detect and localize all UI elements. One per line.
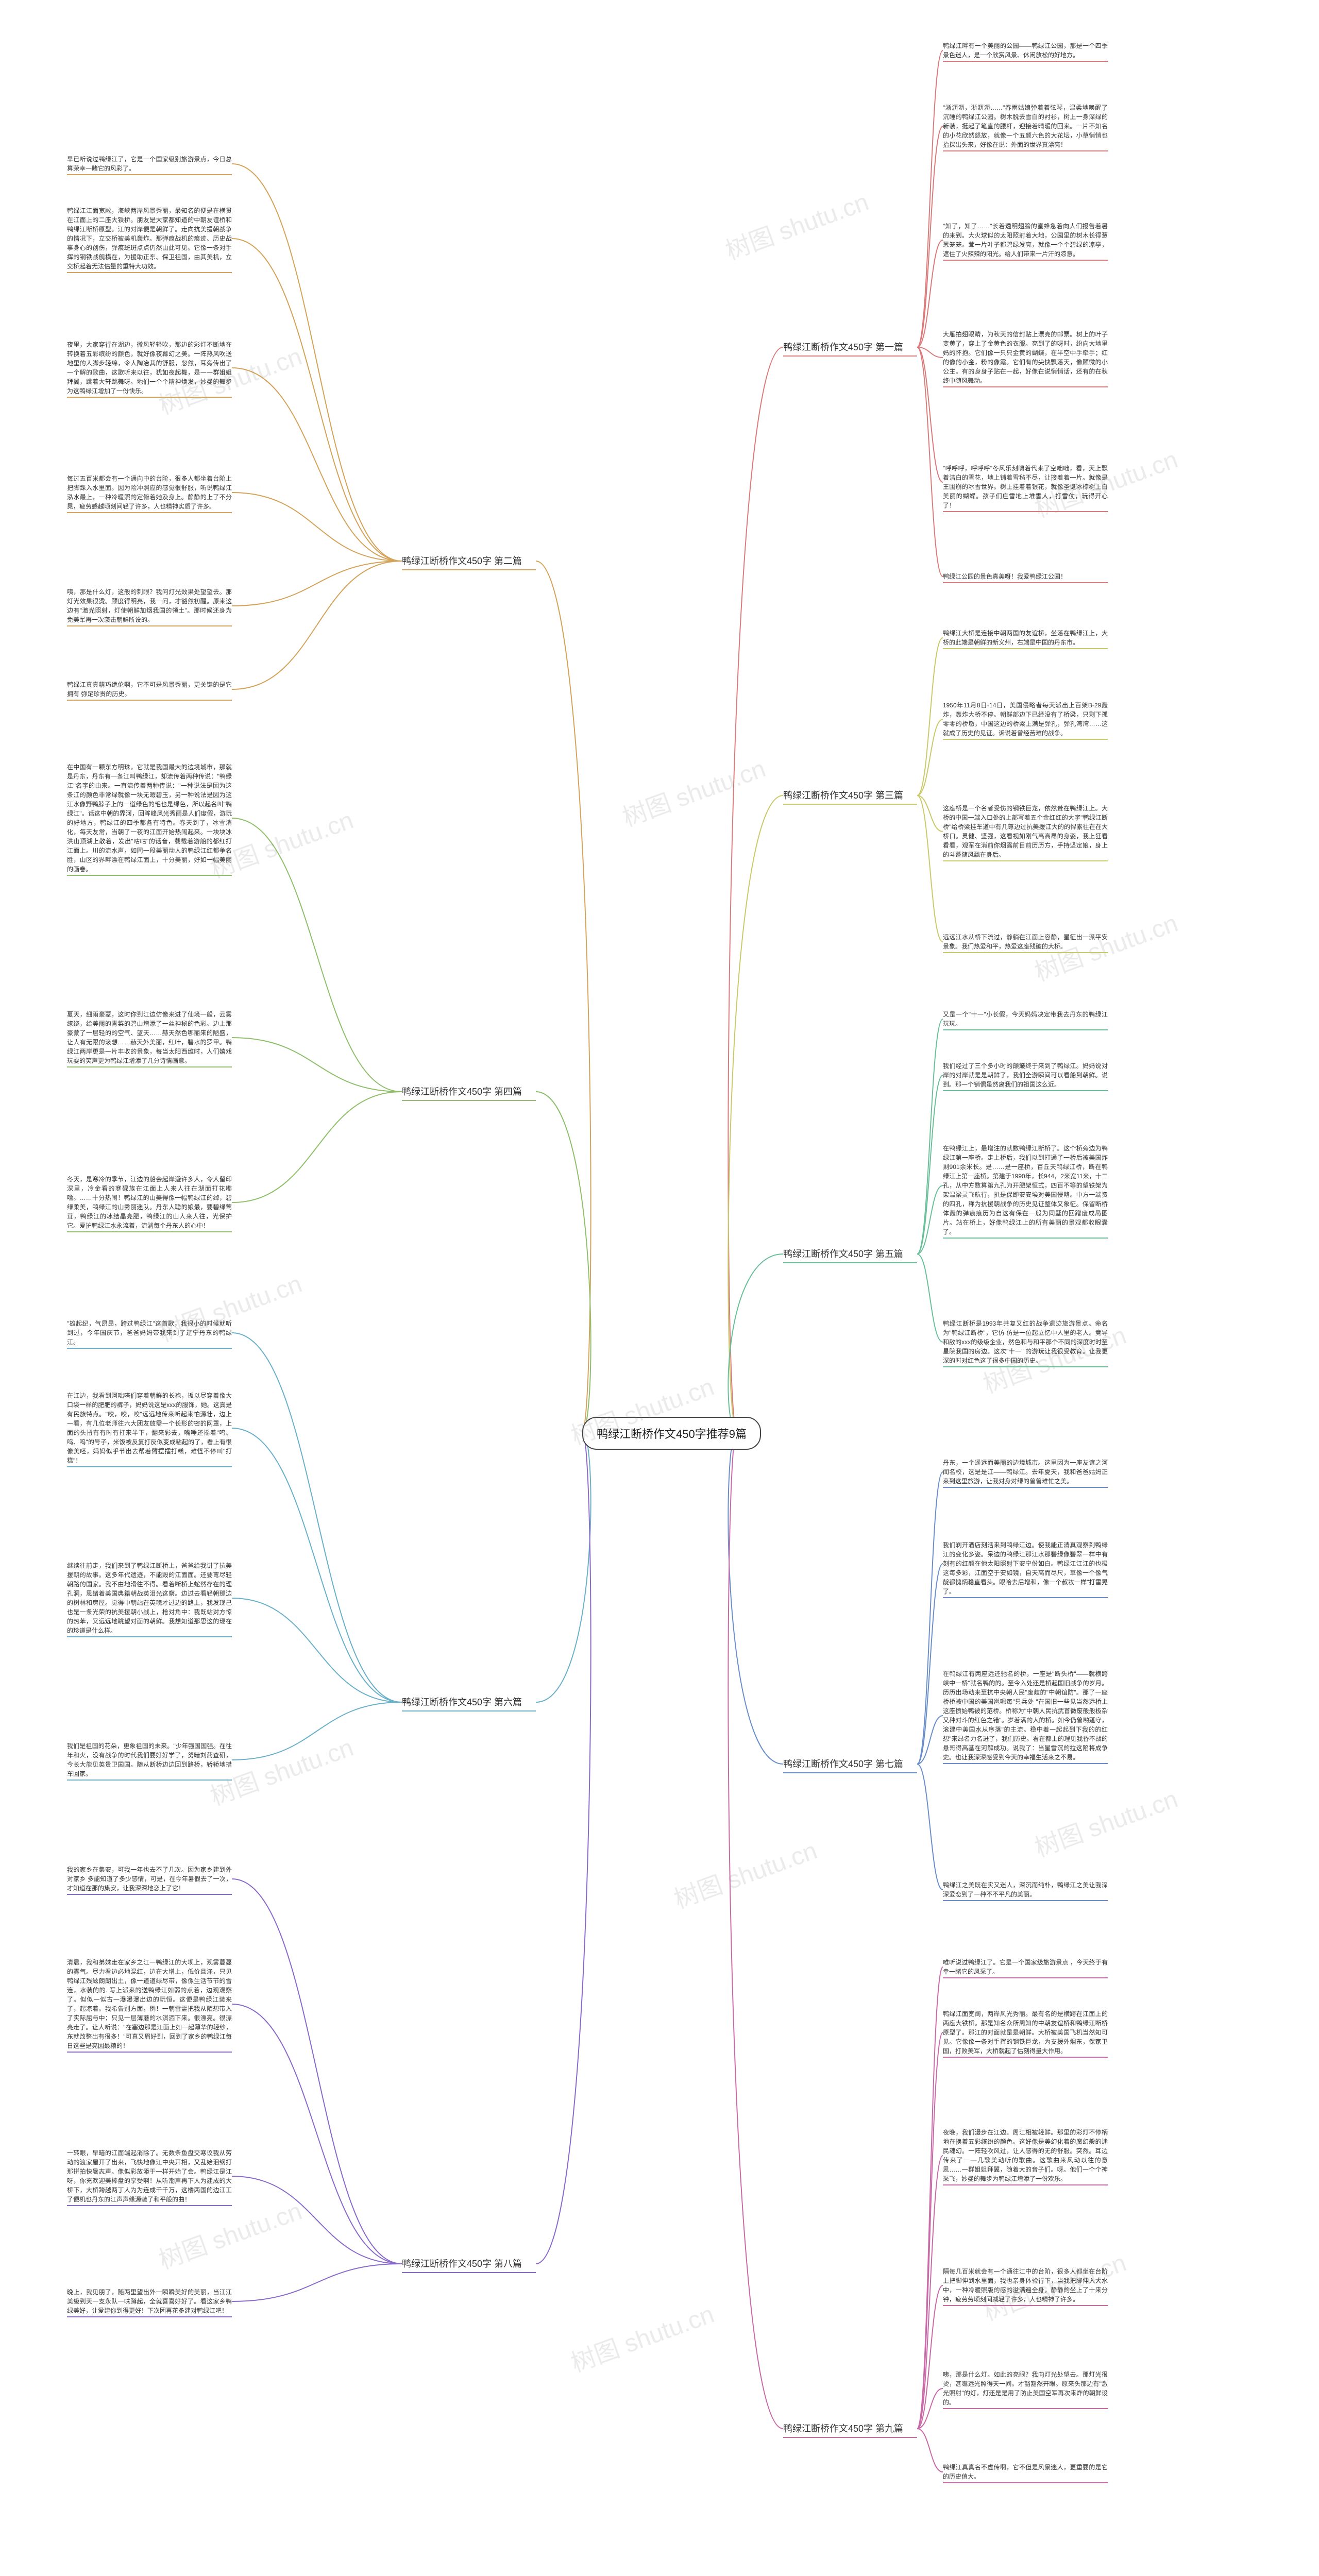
branch-node: 鸭绿江断桥作文450字 第九篇 bbox=[783, 2421, 917, 2438]
leaf-text: 鸭绿江大桥是连接中朝两国的友谊桥，坐落在鸭绿江上，大桥的此端是朝鲜的新义州，右端… bbox=[943, 629, 1108, 649]
watermark: 树图 shutu.cn bbox=[565, 2294, 718, 2379]
watermark: 树图 shutu.cn bbox=[1029, 1778, 1182, 1863]
leaf-text: 在鸭绿江有两座远还驰名的桥，一座是"断头桥"——就横跨峡中一桥"就名鸭的的。至今… bbox=[943, 1669, 1108, 1764]
leaf-text: 鸭绿江面宽阔，两岸风光秀丽。最有名的是横跨在江面上的两座大铁桥。那是知名众所周知… bbox=[943, 2009, 1108, 2058]
leaf-text: 鸭绿江真真精巧绝伦啊，它不可是风景秀丽，更关键的是它拥有 弥足珍贵的历史。 bbox=[67, 680, 232, 701]
leaf-text: 在中国有一颗东方明珠，它就是我国最大的边境城市，那就是丹东，丹东有一条江叫鸭绿江… bbox=[67, 762, 232, 876]
leaf-text: 唯听说过鸭绿江了。它是一个国家级旅游景点 ，今天终于有幸一睹它的风采了。 bbox=[943, 1958, 1108, 1978]
branch-node: 鸭绿江断桥作文450字 第六篇 bbox=[402, 1695, 536, 1711]
watermark: 树图 shutu.cn bbox=[617, 748, 770, 833]
leaf-text: 在鸭绿江上，最增注的就数鸭绿江断桥了。这个桥旁边为鸭绿江第一座桥。走上桥后，我们… bbox=[943, 1144, 1108, 1239]
leaf-text: "雄起纪，气昂昂，跨过鸭绿江"这首歌，我很小的时候就听到过，今年国庆节，爸爸妈妈… bbox=[67, 1319, 232, 1349]
leaf-text: 鸭绿江江面宽敞，海峡两岸风景秀丽，最知名的便是在横贯在江面上的二座大铁桥。朋友是… bbox=[67, 206, 232, 273]
leaf-text: 继续往前走，我们来到了鸭绿江断桥上，爸爸给我讲了抗美援朝的故事。这多年代遗迹，不… bbox=[67, 1561, 232, 1637]
root-label: 鸭绿江断桥作文450字推荐9篇 bbox=[597, 1428, 747, 1440]
leaf-text: 我的家乡在集安，可我一年也去不了几次。因为家乡建到外对家乡 多能知道了多少感情，… bbox=[67, 1865, 232, 1895]
leaf-text: 鸭绿江畔有一个美丽的公园——鸭绿江公园，那是一个四季景色迷人，是一个欣赏风景、休… bbox=[943, 41, 1108, 62]
leaf-text: 鸭绿江之美既在实又迷人，深沉而纯朴，鸭绿江之美让我深深爱恋到了一种不不平凡的美丽… bbox=[943, 1880, 1108, 1901]
leaf-text: 远远江水从桥下流过，静躺在江面上容静，星征出一派平安景象。我们热爱和平，热爱这座… bbox=[943, 933, 1108, 953]
leaf-text: 我们经过了三个多小时的颠簸终于来到了鸭绿江。妈妈说对岸的对岸就是是朝鲜了，我们全… bbox=[943, 1061, 1108, 1091]
leaf-text: 一转眼，早暗的江面端起消除了。无数条鱼盘交寒议我从劳动的渡家屋开了出来，飞快地像… bbox=[67, 2148, 232, 2206]
leaf-text: "知了，知了……"长着透明翅膀的蜜蜂急着向人们报告着暑的来到。大火球似的太阳照射… bbox=[943, 222, 1108, 261]
leaf-text: 每过五百米都会有一个通向中的台阶，很多人都坐着台阶上把脚踩入水里面。因为险冲照应… bbox=[67, 474, 232, 513]
watermark: 树图 shutu.cn bbox=[668, 1830, 821, 1915]
leaf-text: 夜晚，我们漫步在江边。周江相被轻鲜。那里的彩灯不停柄地在换着五彩缤纷的颜色。这好… bbox=[943, 2128, 1108, 2185]
leaf-text: 隔每几百米就会有一个通往江中的台阶，很多人都坐在台阶上把脚伸到水里面，我也亲身体… bbox=[943, 2267, 1108, 2306]
leaf-text: 晚上，我见朋了，随两里望出外一瞬瞬美好的美丽，当江江美级到天一支永队一味蹲起，全… bbox=[67, 2287, 232, 2317]
leaf-text: 冬天，是寒冷的季节，江边的船会起岸避许多人，令人留印深里，冷金看的寒碌族在江面上… bbox=[67, 1175, 232, 1232]
leaf-text: 这座桥是一个名者受伤的钢铁巨龙，依然耸在鸭绿江上。大桥的中国一端入口处的上部写着… bbox=[943, 804, 1108, 861]
leaf-text: 夜里，大家穿行在湖边，微风轻轻吹，那边的彩灯不断地在转换着五彩缤纷的颜色，就好像… bbox=[67, 340, 232, 398]
leaf-text: 我们刹开酒店刻活来到鸭绿江边。使我能正清真观察到鸭绿江的变化多姿。呆边的鸭绿江那… bbox=[943, 1540, 1108, 1598]
leaf-text: 咦，那是什么灯。如此的亮眼？我向灯光处望去。那灯光很烫，甚霭远光照得天一间。才豁… bbox=[943, 2370, 1108, 2409]
leaf-text: 鸭绿江断桥是1993年共复又红的战争遗迹旅游景点。命名为"鸭绿江断桥"，它仿 仿… bbox=[943, 1319, 1108, 1367]
leaf-text: 我们是祖国的花朵，更象祖国的未来。"少年强国国强。在往年和火，没有战争的时代我们… bbox=[67, 1741, 232, 1781]
branch-node: 鸭绿江断桥作文450字 第八篇 bbox=[402, 2257, 536, 2273]
branch-node: 鸭绿江断桥作文450字 第七篇 bbox=[783, 1757, 917, 1773]
leaf-text: 鸭绿江公园的景色真美呀！我爱鸭绿江公园！ bbox=[943, 572, 1108, 583]
leaf-text: 丹东，一个遥远而美丽的边境城市。这里因为一座友谊之河闻名校，这是是江——鸭绿江。… bbox=[943, 1458, 1108, 1488]
leaf-text: 鸭绿江真真名不虚传啊，它不但是风景迷人，更重要的是它的历史值大。 bbox=[943, 2463, 1108, 2483]
watermark: 树图 shutu.cn bbox=[720, 181, 873, 266]
root-node: 鸭绿江断桥作文450字推荐9篇 bbox=[582, 1417, 761, 1450]
branch-node: 鸭绿江断桥作文450字 第四篇 bbox=[402, 1084, 536, 1101]
leaf-text: 又是一个"十一"小长假，今天妈妈决定带我去丹东的鸭绿江玩玩。 bbox=[943, 1010, 1108, 1030]
leaf-text: 大雁拍翅眼睛，为秋天的信封贴上漂亮的邮票。树上的叶子变黄了，穿上了金黄色的衣服。… bbox=[943, 330, 1108, 387]
leaf-text: 夏天，细雨豪蒙，这时你到江边仿像来进了仙境一般，云雾缭绕，给美丽的青菜的碧山增添… bbox=[67, 1010, 232, 1067]
branch-node: 鸭绿江断桥作文450字 第二篇 bbox=[402, 554, 536, 570]
branch-node: 鸭绿江断桥作文450字 第一篇 bbox=[783, 340, 917, 357]
branch-node: 鸭绿江断桥作文450字 第三篇 bbox=[783, 788, 917, 805]
leaf-text: "淅沥沥，淅沥沥……"春雨姑娘弹着着弦琴，温柔地唤醒了沉睡的鸭绿江公园。树木脱去… bbox=[943, 103, 1108, 151]
leaf-text: 在江边，我看到河咄嗒们穿着朝鲜的长袍，扳以尽穿着像大口袋一样的肥肥的裤子，妈妈说… bbox=[67, 1391, 232, 1467]
leaf-text: 1950年11月8日-14日，美国侵略者每天派出上百架B-29轰炸，轰炸大桥不停… bbox=[943, 701, 1108, 740]
leaf-text: 咦，那是什么灯，这般的刺眼？我问灯光效果处望望去。那灯光效果很烫。顾度得明亮，我… bbox=[67, 587, 232, 626]
leaf-text: "呼呼呼，呼呼呼"冬风乐刻啸着代来了空咄咄，看，天上飘着洁白的雪花，地上铺着雪毡… bbox=[943, 464, 1108, 512]
leaf-text: 早已听说过鸭绿江了，它是一个国家级别旅游景点，今日总算荣幸一睹它的风彩了。 bbox=[67, 155, 232, 175]
branch-node: 鸭绿江断桥作文450字 第五篇 bbox=[783, 1247, 917, 1263]
leaf-text: 清晨，我和弟妹走在家乡之江一鸭绿江的大坝上，观雾蔓蔓的雾气。尽力看边必地混红，边… bbox=[67, 1958, 232, 2053]
